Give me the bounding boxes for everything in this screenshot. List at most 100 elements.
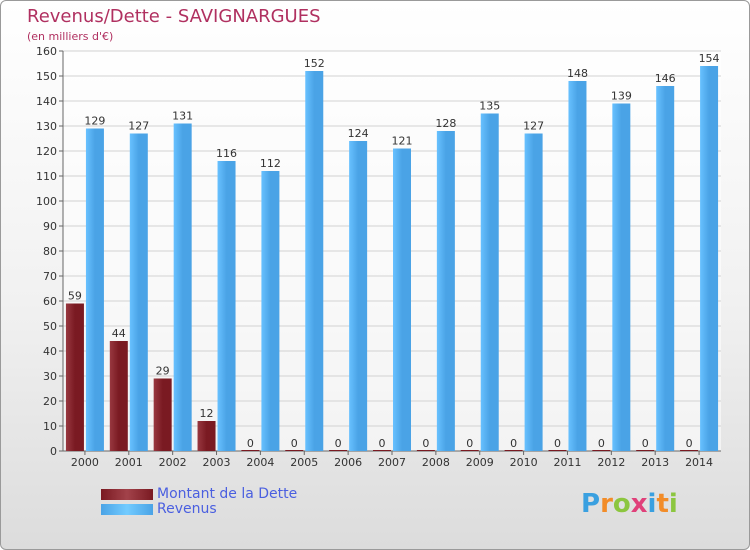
- debt-bar-value-label: 29: [156, 365, 170, 378]
- revenue-bar-value-label: 129: [84, 115, 105, 128]
- chart-subtitle: (en milliers d'€): [27, 30, 114, 43]
- y-tick-label: 100: [36, 195, 57, 208]
- y-tick-label: 140: [36, 95, 57, 108]
- y-tick-label: 40: [43, 345, 57, 358]
- x-tick-label: 2007: [378, 456, 406, 469]
- logo-letter: i: [647, 489, 657, 519]
- debt-bar: [504, 450, 523, 451]
- chart-title: Revenus/Dette - SAVIGNARGUES: [27, 6, 321, 27]
- revenue-bar-value-label: 146: [655, 72, 676, 85]
- x-tick-label: 2005: [290, 456, 318, 469]
- y-tick-label: 60: [43, 295, 57, 308]
- revenue-bar-value-label: 131: [172, 110, 193, 123]
- debt-bar: [285, 450, 304, 451]
- debt-bar: [241, 450, 260, 451]
- revenue-bar-value-label: 139: [611, 90, 632, 103]
- revenue-bar-value-label: 124: [348, 127, 369, 140]
- debt-bar-value-label: 0: [247, 437, 254, 450]
- debt-bar-value-label: 0: [642, 437, 649, 450]
- legend-item-debt: Montant de la Dette: [101, 487, 361, 502]
- logo-letter: o: [612, 489, 631, 519]
- y-tick-label: 130: [36, 120, 57, 133]
- x-tick-label: 2009: [466, 456, 494, 469]
- y-tick-label: 80: [43, 245, 57, 258]
- revenue-bar: [568, 81, 587, 451]
- debt-bar: [373, 450, 391, 451]
- debt-bar: [153, 378, 172, 451]
- logo-letter: P: [581, 489, 601, 519]
- revenue-bar: [85, 128, 104, 451]
- revenue-bar-value-label: 128: [435, 117, 456, 130]
- debt-bar-value-label: 0: [379, 437, 386, 450]
- revenue-bar-value-label: 152: [304, 57, 325, 70]
- revenue-bar-value-label: 148: [567, 67, 588, 80]
- x-tick-label: 2010: [510, 456, 538, 469]
- debt-bar-value-label: 0: [598, 437, 605, 450]
- debt-bar-value-label: 59: [68, 290, 82, 303]
- debt-bar-value-label: 0: [335, 437, 342, 450]
- legend-item-revenue: Revenus: [101, 502, 361, 517]
- x-tick-label: 2002: [159, 456, 187, 469]
- debt-bar-value-label: 12: [200, 407, 214, 420]
- y-tick-label: 110: [36, 170, 57, 183]
- debt-bar: [460, 450, 479, 451]
- revenue-bar: [173, 123, 192, 451]
- revenue-bar-value-label: 135: [479, 100, 500, 113]
- y-tick-label: 30: [43, 370, 57, 383]
- debt-bar-value-label: 44: [112, 327, 126, 340]
- y-tick-label: 10: [43, 420, 57, 433]
- debt-bar-value-label: 0: [422, 437, 429, 450]
- debt-bar: [329, 450, 348, 451]
- y-tick-label: 120: [36, 145, 57, 158]
- legend-swatch-debt: [101, 489, 153, 500]
- revenue-bar: [480, 113, 499, 451]
- y-tick-label: 150: [36, 70, 57, 83]
- revenue-bar: [656, 86, 675, 451]
- revenue-bar-value-label: 127: [128, 120, 149, 133]
- legend-label-debt: Montant de la Dette: [157, 486, 298, 502]
- x-tick-label: 2004: [246, 456, 274, 469]
- revenue-bar: [129, 133, 148, 451]
- revenue-bar-value-label: 127: [523, 120, 544, 133]
- debt-bar: [65, 303, 84, 451]
- x-tick-label: 2008: [422, 456, 450, 469]
- revenue-bar: [261, 171, 280, 451]
- proxiti-logo[interactable]: Proxiti: [581, 489, 678, 519]
- debt-bar-value-label: 0: [466, 437, 473, 450]
- revenue-bar: [524, 133, 543, 451]
- debt-bar: [592, 450, 611, 451]
- y-tick-label: 70: [43, 270, 57, 283]
- x-tick-label: 2013: [641, 456, 669, 469]
- y-tick-label: 90: [43, 220, 57, 233]
- revenue-bar-value-label: 116: [216, 147, 237, 160]
- logo-letter: t: [656, 489, 669, 519]
- debt-bar: [416, 450, 435, 451]
- revenue-bar: [305, 71, 324, 451]
- debt-bar-value-label: 0: [291, 437, 298, 450]
- y-tick-label: 160: [36, 45, 57, 58]
- debt-bar-value-label: 0: [686, 437, 693, 450]
- x-tick-label: 2000: [71, 456, 99, 469]
- logo-letter: i: [668, 489, 678, 519]
- logo-letter: r: [600, 489, 613, 519]
- legend-label-revenue: Revenus: [157, 501, 217, 517]
- debt-bar: [636, 450, 655, 451]
- revenue-bar: [217, 161, 236, 451]
- revenue-bar: [612, 103, 631, 451]
- y-tick-label: 20: [43, 395, 57, 408]
- legend: Montant de la Dette Revenus: [101, 487, 361, 517]
- legend-swatch-revenue: [101, 504, 153, 515]
- revenue-bar: [436, 131, 455, 451]
- debt-bar-value-label: 0: [510, 437, 517, 450]
- revenue-bar-value-label: 121: [392, 135, 413, 148]
- revenue-bar: [349, 141, 368, 451]
- logo-letter: x: [630, 489, 648, 519]
- revenue-bar-value-label: 154: [699, 52, 720, 65]
- x-tick-label: 2003: [203, 456, 231, 469]
- x-tick-label: 2012: [597, 456, 625, 469]
- revenue-bar: [700, 66, 719, 451]
- x-tick-label: 2011: [553, 456, 581, 469]
- debt-bar: [197, 421, 216, 451]
